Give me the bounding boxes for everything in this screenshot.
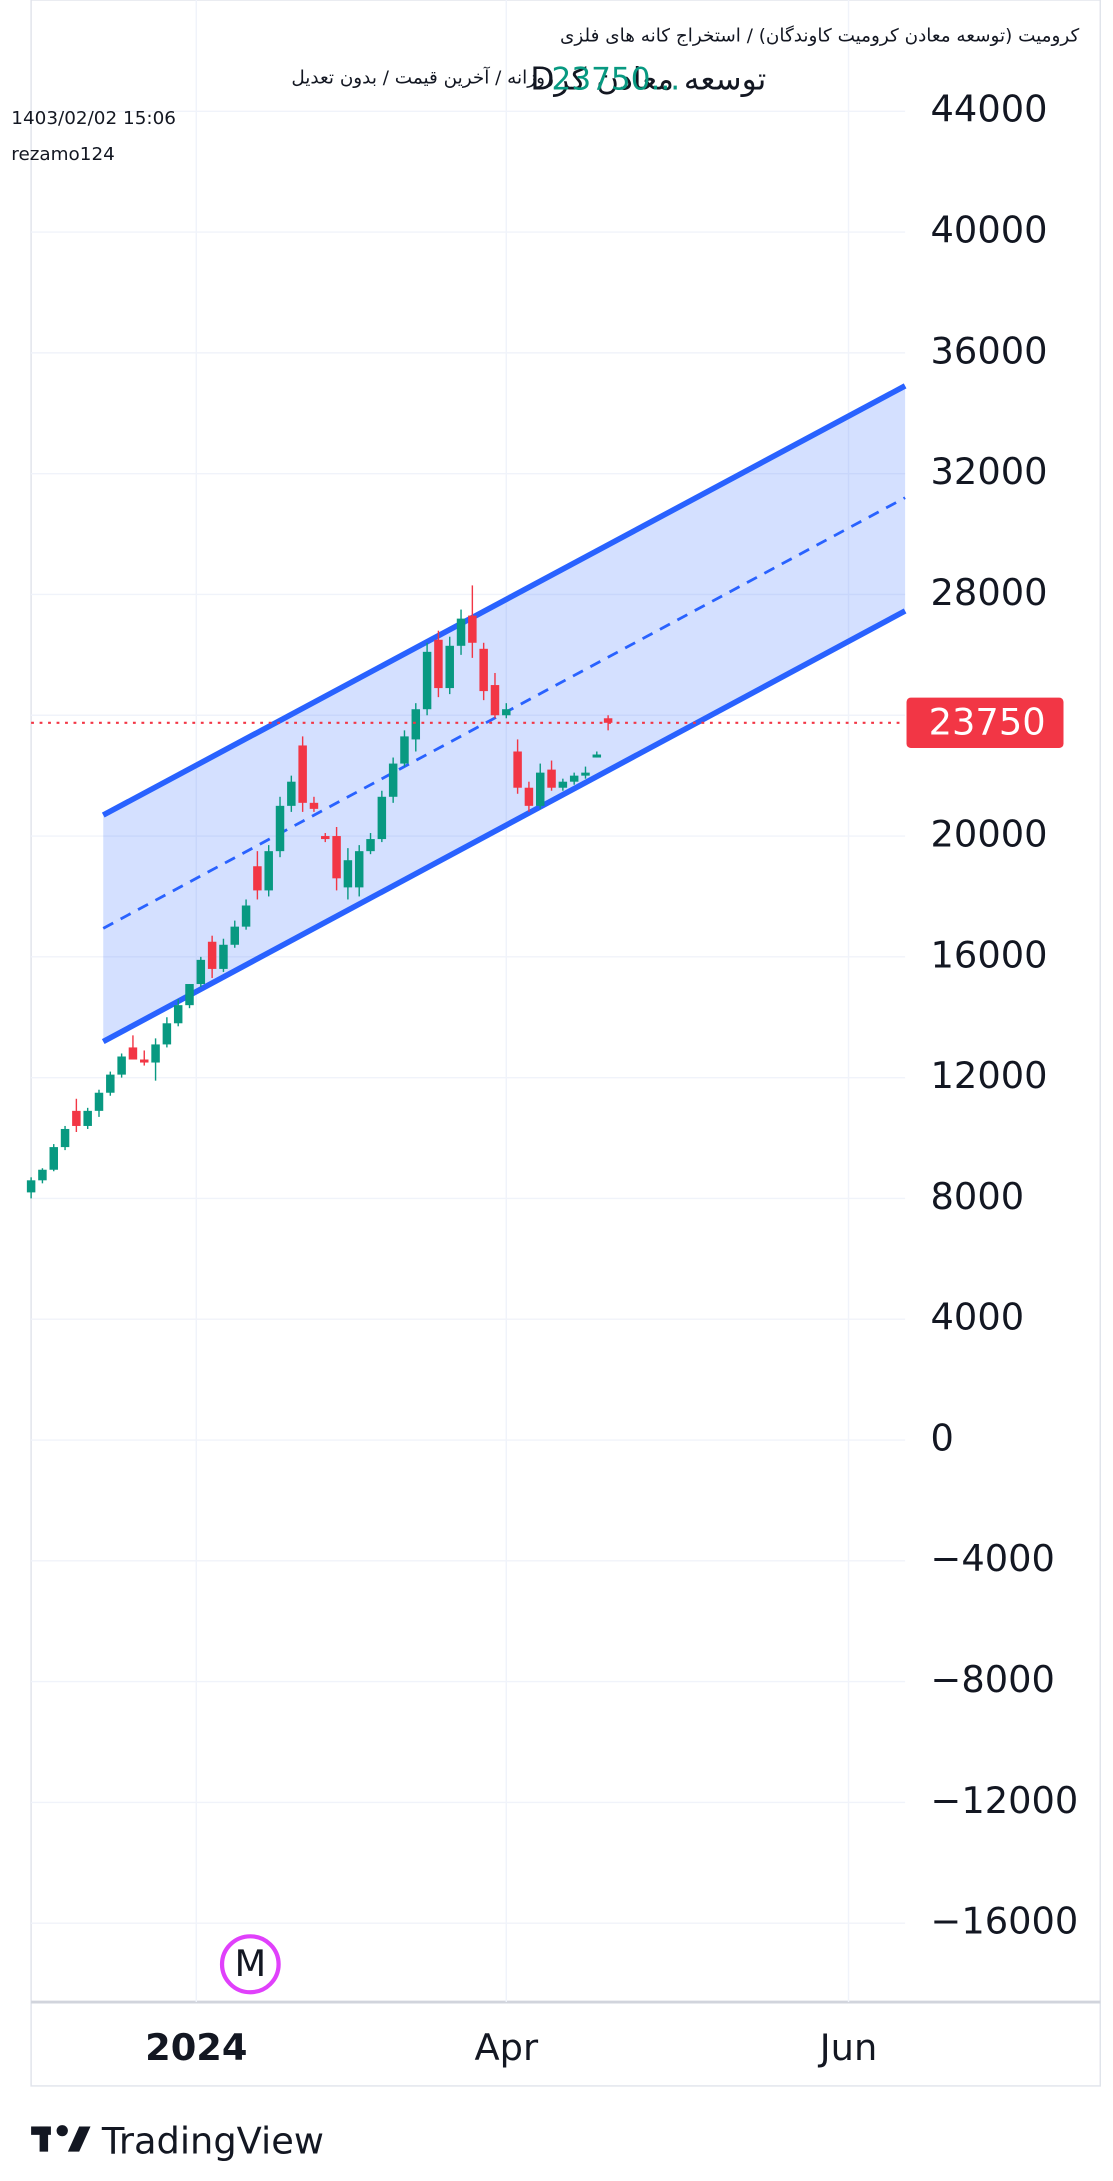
date: 1403/02/02 15:06 xyxy=(11,108,176,129)
watermark-circle xyxy=(219,1934,281,1995)
brand: TradingView xyxy=(101,2120,324,2163)
candle-body xyxy=(298,745,307,803)
price-text: 23750... xyxy=(552,62,681,98)
candle-body xyxy=(569,775,579,782)
candle-body xyxy=(547,769,556,788)
candle-body xyxy=(140,1059,149,1063)
candle-body xyxy=(581,772,590,776)
candle-body xyxy=(388,763,398,797)
author: rezamo124 xyxy=(11,144,115,165)
candle-body xyxy=(128,1047,138,1060)
candle-body xyxy=(253,866,262,891)
candle-body xyxy=(83,1110,92,1126)
candle-body xyxy=(106,1074,115,1093)
candle-body xyxy=(502,709,511,716)
candle-body xyxy=(592,754,602,758)
candle-body xyxy=(230,926,240,945)
candle-body xyxy=(117,1056,126,1075)
candle-body xyxy=(422,651,432,710)
y-tick-label: 4000 xyxy=(931,1296,1025,1339)
candle-body xyxy=(400,736,409,764)
candle-body xyxy=(173,1005,183,1024)
y-tick-label: 40000 xyxy=(931,209,1048,252)
candle-body xyxy=(287,781,296,806)
last-price-box xyxy=(906,697,1064,748)
candle-body xyxy=(321,836,330,840)
candle-body xyxy=(162,1023,172,1045)
candle-body xyxy=(219,944,228,969)
candle-body xyxy=(49,1147,58,1170)
candle-body xyxy=(513,751,522,788)
y-tick-label: 16000 xyxy=(931,933,1048,976)
candle-body xyxy=(207,941,217,969)
channel-lower xyxy=(101,608,907,1045)
candle-body xyxy=(490,685,500,716)
candle-body xyxy=(558,781,568,788)
candle-body xyxy=(445,645,454,689)
last-price-label: 23750 xyxy=(929,701,1046,744)
y-tick-label: 44000 xyxy=(931,88,1048,131)
frame xyxy=(30,0,1101,2087)
candle-body xyxy=(26,1180,36,1193)
y-tick-label: −4000 xyxy=(931,1537,1055,1580)
candle-body xyxy=(38,1169,47,1181)
y-tick-label: 8000 xyxy=(931,1175,1025,1218)
candle-body xyxy=(309,802,319,809)
candle-body xyxy=(72,1110,81,1126)
watermark: M xyxy=(234,1942,266,1985)
candle-body xyxy=(60,1128,70,1148)
candle-body xyxy=(343,860,353,888)
candle-body xyxy=(354,851,364,888)
candle-body xyxy=(377,796,387,840)
candle-body xyxy=(264,851,273,891)
candle-body xyxy=(479,648,488,692)
candle-body xyxy=(524,787,534,806)
candle-body xyxy=(366,839,375,852)
candle-body xyxy=(456,618,466,646)
y-tick-label: −12000 xyxy=(931,1779,1079,1822)
y-tick-label: 12000 xyxy=(931,1054,1048,1097)
candle-body xyxy=(241,905,251,927)
candle-body xyxy=(468,615,477,643)
symbol: توسعه معادن کرD xyxy=(530,62,766,98)
x-tick-label: 2024 xyxy=(145,2026,247,2069)
y-tick-label: 28000 xyxy=(931,571,1048,614)
candle-body xyxy=(603,718,613,723)
y-tick-label: 0 xyxy=(931,1417,954,1460)
y-tick-label: 36000 xyxy=(931,330,1048,373)
x-tick-label: Jun xyxy=(818,2026,877,2069)
subtitle: روزانه / آخرین قیمت / بدون تعدیل xyxy=(291,65,554,88)
candle-body xyxy=(275,805,285,852)
candle-body xyxy=(535,772,545,806)
y-tick-label: −8000 xyxy=(931,1658,1055,1701)
title: کرومیت (توسعه معادن کرومیت کاوندگان) / ا… xyxy=(560,24,1080,46)
x-tick-label: Apr xyxy=(474,2026,539,2069)
candle-body xyxy=(151,1044,160,1063)
y-tick-label: 32000 xyxy=(931,450,1048,493)
candle-body xyxy=(332,836,341,879)
candle-body xyxy=(196,959,206,985)
candle-body xyxy=(411,709,421,740)
candle-body xyxy=(185,984,194,1006)
candle-body xyxy=(94,1092,104,1111)
y-tick-label: −16000 xyxy=(931,1900,1079,1943)
brand-logo xyxy=(31,2125,91,2152)
channel-upper xyxy=(101,383,907,818)
candle-body xyxy=(434,639,443,689)
y-tick-label: 20000 xyxy=(931,813,1048,856)
